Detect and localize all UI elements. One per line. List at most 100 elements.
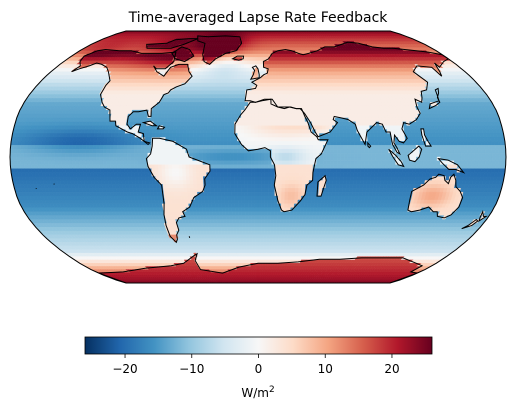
field-cell [283,98,288,103]
field-cell [264,109,269,115]
field-cell [251,90,256,95]
field-cell [312,137,317,142]
field-cell [202,141,207,146]
field-cell [16,148,21,154]
field-cell [415,137,420,142]
field-cell [263,75,268,80]
field-cell [152,125,157,130]
field-cell [203,121,208,126]
field-cell [318,117,323,123]
field-cell [178,137,183,142]
field-cell [269,75,274,80]
field-cell [168,145,173,150]
field-cell [236,82,240,88]
field-cell [335,125,340,130]
field-cell [315,125,320,130]
field-cell [274,133,279,138]
field-cell [252,50,256,55]
field-cell [260,67,264,72]
field-cell [78,148,83,154]
field-cell [223,141,228,146]
field-cell [185,141,190,146]
field-cell [274,148,279,154]
field-cell [314,113,319,119]
field-cell [240,129,245,134]
field-cell [268,133,272,138]
field-cell [446,145,451,150]
field-cell [374,141,379,146]
field-cell [284,129,289,134]
field-cell [257,44,261,48]
field-cell [260,82,265,88]
field-cell [267,109,272,115]
field-cell [356,137,362,142]
field-cell [309,145,314,150]
field-cell [301,121,306,126]
field-cell [367,137,372,142]
field-cell [253,33,257,37]
field-cell [332,129,337,134]
field-cell [321,121,326,126]
field-cell [293,102,298,107]
field-cell [274,109,279,115]
field-cell [335,129,341,134]
field-cell [383,133,389,138]
field-cell [366,133,372,138]
field-cell [161,141,166,146]
field-cell [216,137,221,142]
field-cell [257,33,261,37]
field-cell [261,121,265,126]
field-cell [252,57,256,62]
field-cell [106,137,112,142]
field-cell [288,145,293,150]
field-cell [169,125,174,130]
field-cell [343,137,348,142]
field-cell [325,121,330,126]
field-cell [172,137,177,142]
field-cell [377,133,382,138]
field-cell [234,109,239,115]
field-cell [221,106,226,111]
field-cell [294,113,299,119]
field-cell [207,109,212,115]
field-cell [353,141,358,146]
field-cell [244,129,249,134]
field-cell [298,125,303,130]
field-cell [228,98,233,103]
field-cell [196,137,201,142]
field-cell [218,98,223,103]
field-cell [245,78,250,84]
field-cell [182,148,186,154]
field-cell [307,113,312,119]
field-cell [193,121,198,126]
field-cell [266,78,271,84]
field-cell [343,145,348,150]
field-cell [402,145,407,150]
field-cell [312,148,317,154]
field-cell [278,145,283,150]
field-cell [328,121,333,126]
field-cell [260,94,265,99]
field-cell [137,141,142,146]
field-cell [201,109,206,115]
field-cell [260,90,265,95]
field-cell [247,141,252,146]
field-cell [237,125,242,130]
field-cell [257,113,262,119]
field-cell [103,145,108,150]
field-cell [227,109,232,115]
field-cell [257,141,262,146]
field-cell [295,145,300,150]
field-cell [254,121,259,126]
field-cell [408,137,413,142]
field-cell [281,137,286,142]
field-cell [192,129,198,134]
field-cell [238,90,243,95]
field-cell [218,102,223,107]
field-cell [477,145,482,150]
field-cell [206,148,211,154]
field-cell [338,121,343,126]
field-cell [340,145,345,150]
field-cell [237,106,242,111]
field-cell [266,75,271,80]
